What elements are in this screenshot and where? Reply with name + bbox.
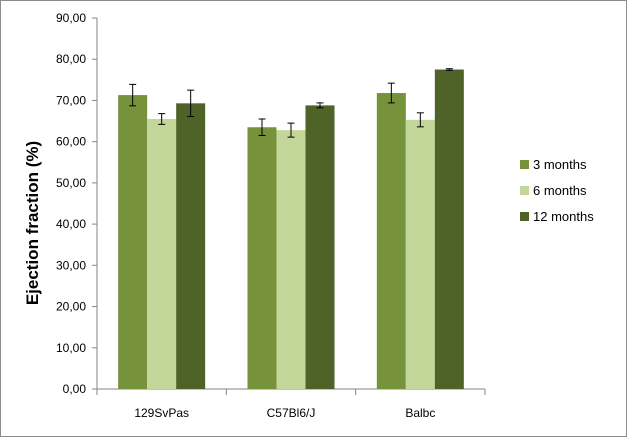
bar: [176, 103, 206, 389]
legend-swatch: [520, 212, 529, 221]
bar: [247, 127, 277, 389]
bar: [405, 119, 435, 390]
y-tick-label: 60,00: [56, 135, 86, 149]
legend: 3 months 6 months 12 months: [520, 157, 594, 224]
bar: [434, 69, 464, 390]
y-tick-label: 70,00: [56, 93, 86, 107]
legend-swatch: [520, 160, 529, 169]
y-tick-label: 30,00: [56, 258, 86, 272]
bar: [276, 130, 306, 389]
y-axis-title: Ejection fraction (%): [23, 141, 42, 305]
y-tick-label: 0,00: [63, 382, 87, 396]
bar: [147, 118, 177, 389]
x-tick-label: 129SvPas: [134, 406, 189, 420]
bar: [305, 105, 335, 389]
y-tick-label: 50,00: [56, 176, 86, 190]
x-tick-label: Balbc: [405, 406, 435, 420]
legend-label: 3 months: [533, 157, 587, 172]
legend-label: 6 months: [533, 183, 587, 198]
y-tick-label: 10,00: [56, 341, 86, 355]
y-tick-label: 20,00: [56, 300, 86, 314]
legend-label: 12 months: [533, 209, 594, 224]
legend-swatch: [520, 186, 529, 195]
x-tick-label: C57Bl6/J: [267, 406, 316, 420]
bar: [376, 93, 406, 389]
plot-area: 0,00 10,00 20,00 30,00 40,00 50,00 60,00 70,00 8…: [56, 11, 486, 420]
bar: [118, 95, 148, 389]
y-tick-label: 40,00: [56, 217, 86, 231]
y-tick-label: 90,00: [56, 11, 86, 25]
y-tick-label: 80,00: [56, 52, 86, 66]
